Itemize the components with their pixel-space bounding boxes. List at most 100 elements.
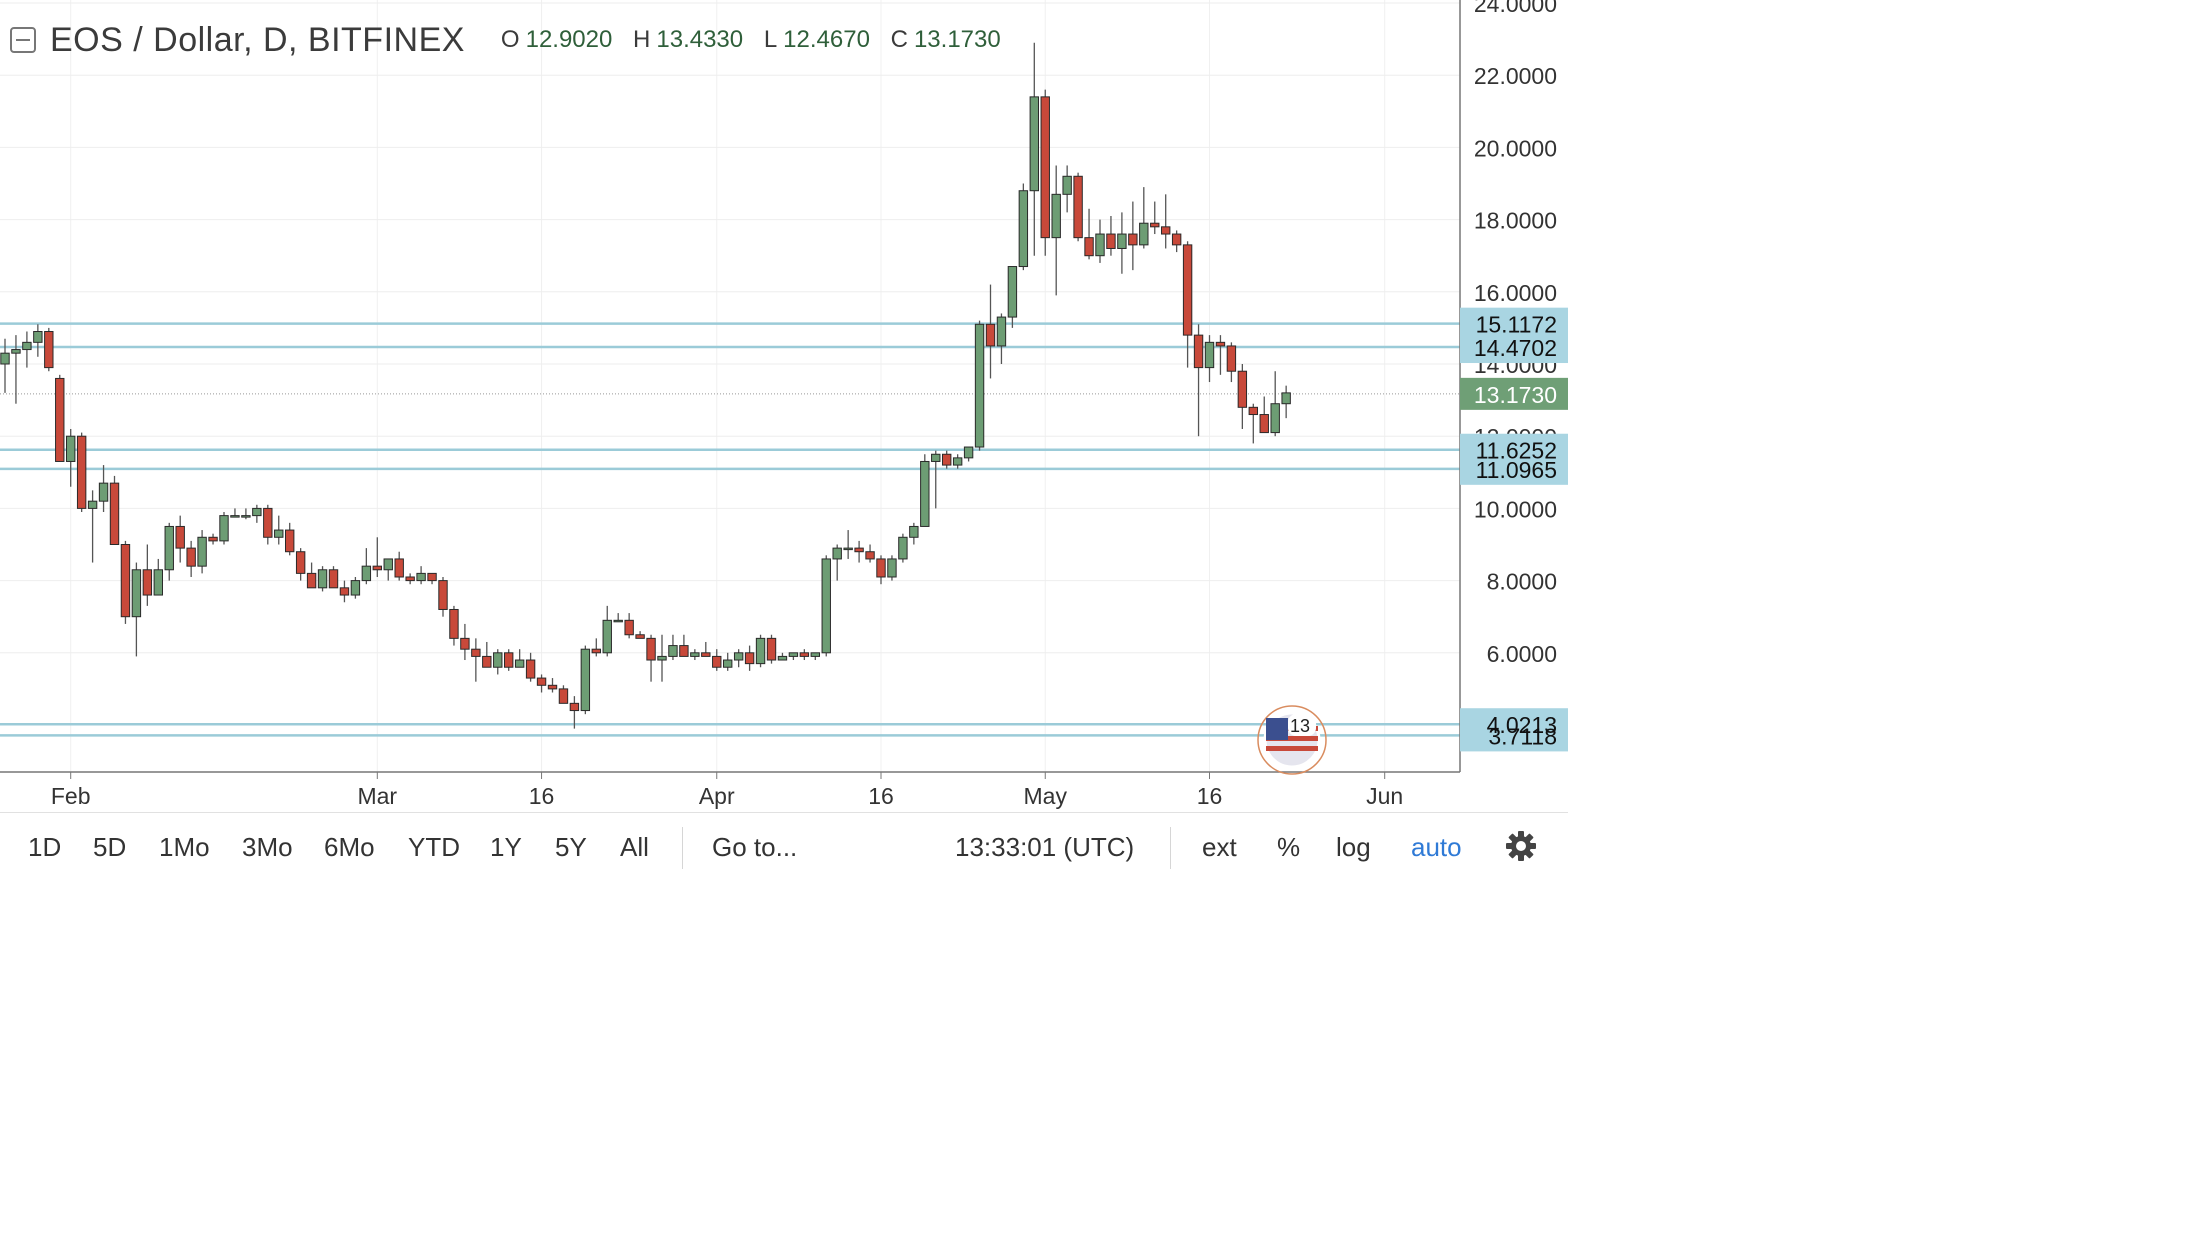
range-1mo-button[interactable]: 1Mo [159, 832, 210, 862]
gear-icon[interactable] [1504, 829, 1538, 870]
log-toggle[interactable]: log [1336, 832, 1371, 862]
candle [460, 623, 470, 661]
percent-toggle[interactable]: % [1277, 832, 1301, 862]
candle-body [120, 544, 131, 618]
candle-body [1161, 226, 1171, 235]
candle [755, 634, 766, 668]
time-tick-label: Apr [699, 783, 735, 809]
candle [383, 558, 393, 581]
range-all-button[interactable]: All [620, 832, 649, 862]
collapse-icon[interactable] [10, 27, 36, 53]
candle [1193, 324, 1204, 437]
candle [963, 446, 974, 462]
candle-body [208, 536, 218, 542]
candle-body [1193, 334, 1204, 369]
candle-body [493, 652, 503, 668]
candles [0, 42, 1291, 729]
range-3mo-button[interactable]: 3Mo [242, 832, 293, 862]
candle-body [361, 565, 372, 582]
candle [1139, 187, 1149, 249]
candle [241, 508, 251, 520]
candle-body [1040, 96, 1050, 239]
candle [733, 649, 744, 668]
candle-body [679, 645, 689, 657]
candle-body [1248, 406, 1258, 416]
candle-body [0, 352, 10, 365]
candle [679, 634, 689, 657]
candle-body [952, 457, 963, 466]
range-6mo-button[interactable]: 6Mo [324, 832, 375, 862]
candle [788, 652, 799, 661]
candle-body [514, 659, 525, 668]
candle [635, 631, 645, 639]
ext-toggle[interactable]: ext [1202, 832, 1237, 862]
candle [690, 649, 700, 661]
symbol-title: EOS / Dollar, D, BITFINEX [50, 20, 465, 59]
time-tick-label: Jun [1366, 783, 1403, 809]
candle [295, 548, 306, 581]
candle [887, 555, 897, 581]
candle [22, 331, 32, 368]
candle-body [963, 446, 974, 459]
candle-body [350, 580, 361, 596]
candle [493, 649, 503, 675]
candle-body [1073, 175, 1083, 239]
level-label: 11.6252 [1476, 438, 1557, 464]
clock-time[interactable]: 13:33:01 (UTC) [955, 832, 1135, 862]
candle [832, 544, 842, 581]
candle-body [942, 453, 952, 466]
range-ytd-button[interactable]: YTD [408, 832, 460, 862]
candle-body [920, 460, 930, 527]
ohlc-values: O 12.9020 H 13.4330 L 12.4670 C 13.1730 [501, 26, 1015, 54]
range-5y-button[interactable]: 5Y [555, 832, 587, 862]
candle [985, 284, 996, 379]
candle-body [799, 652, 810, 657]
goto-button[interactable]: Go to... [712, 832, 798, 862]
candle-body [186, 547, 196, 567]
open-label: O [500, 26, 520, 53]
chart-header: EOS / Dollar, D, BITFINEX O 12.9020 H 13.4… [10, 18, 1015, 62]
candle [744, 645, 755, 671]
candle-body [1095, 233, 1105, 257]
price-tick-label: 22.0000 [1474, 63, 1557, 89]
candle [76, 432, 87, 513]
candle-body [76, 435, 87, 509]
candle-body [788, 652, 799, 657]
auto-toggle[interactable]: auto [1411, 832, 1462, 862]
candle [799, 649, 810, 661]
range-1y-button[interactable]: 1Y [490, 832, 522, 862]
level-label: 15.1172 [1476, 312, 1557, 338]
candle [482, 641, 492, 668]
price-tick-label: 16.0000 [1474, 280, 1557, 306]
candle [898, 533, 908, 563]
price-tick-label: 6.0000 [1487, 641, 1557, 667]
candle-body [810, 652, 820, 657]
candle-body [777, 655, 788, 661]
candle [876, 555, 886, 585]
candle [1095, 219, 1105, 263]
candle [471, 638, 481, 682]
candle-body [197, 536, 207, 567]
candle [328, 566, 339, 589]
candle [1084, 208, 1094, 260]
overlay-badge[interactable]: 13 [1257, 705, 1327, 775]
candle-body [98, 482, 109, 502]
candle [186, 540, 196, 577]
range-1d-button[interactable]: 1D [28, 832, 62, 862]
candle [920, 454, 930, 527]
candle-body [832, 547, 842, 560]
candle-body [1029, 96, 1039, 192]
range-5d-button[interactable]: 5D [93, 832, 127, 862]
candle [777, 652, 788, 661]
time-tick-label: 16 [1197, 783, 1223, 809]
candle-body [295, 551, 306, 574]
candle [197, 530, 207, 574]
candle-body [1237, 370, 1248, 408]
low-value: 12.4670 [783, 26, 870, 53]
candle-body [1051, 193, 1061, 239]
candlestick-chart[interactable]: 4.00006.00008.000010.000012.000014.00001… [0, 0, 1568, 812]
candle [723, 652, 733, 671]
candle-body [1182, 244, 1193, 336]
candle-body [974, 323, 985, 448]
candle-body [339, 587, 350, 596]
